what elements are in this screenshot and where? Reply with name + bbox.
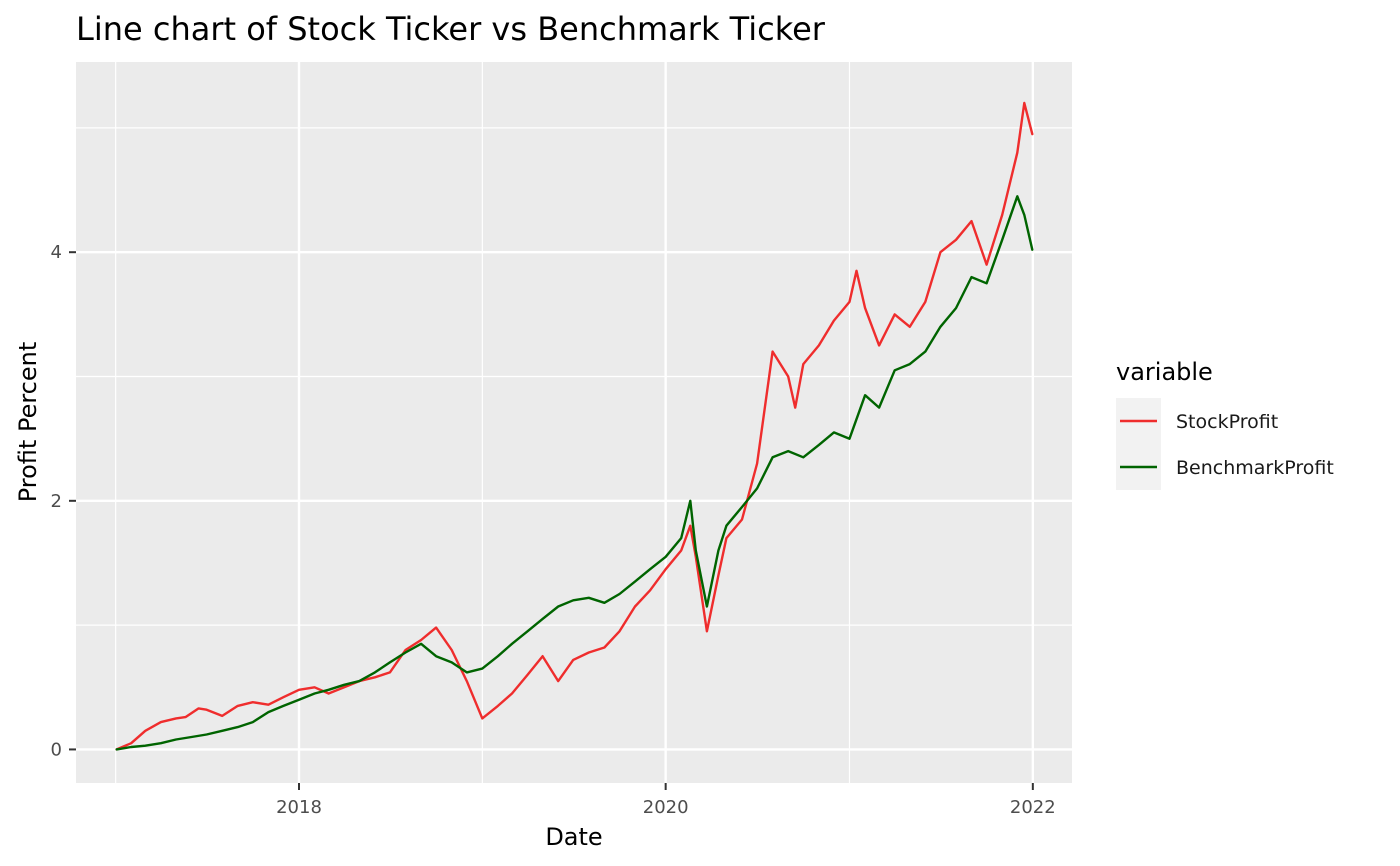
x-tick-label: 2018 bbox=[276, 797, 322, 818]
chart-title: Line chart of Stock Ticker vs Benchmark … bbox=[76, 10, 826, 48]
x-tick-label: 2022 bbox=[1010, 797, 1056, 818]
minor-gridlines bbox=[76, 62, 1072, 783]
legend-label-stockprofit: StockProfit bbox=[1176, 411, 1278, 433]
plot-panel bbox=[76, 62, 1072, 783]
y-tick-label: 2 bbox=[51, 491, 62, 512]
major-gridlines bbox=[76, 62, 1072, 783]
x-axis-title: Date bbox=[545, 823, 602, 851]
y-axis-title: Profit Percent bbox=[14, 342, 42, 503]
series-line-benchmarkprofit bbox=[115, 195, 1034, 751]
series-line-stockprofit bbox=[115, 101, 1034, 751]
legend: variable StockProfit BenchmarkProfit bbox=[1116, 358, 1334, 490]
series-layer bbox=[115, 101, 1034, 751]
y-axis-ticks: 0 2 4 bbox=[51, 242, 76, 760]
x-axis-ticks: 2018 2020 2022 bbox=[276, 783, 1056, 818]
legend-title: variable bbox=[1116, 358, 1213, 386]
y-tick-label: 0 bbox=[51, 739, 62, 760]
y-tick-label: 4 bbox=[51, 242, 62, 263]
legend-label-benchmarkprofit: BenchmarkProfit bbox=[1176, 457, 1334, 479]
legend-items: StockProfit BenchmarkProfit bbox=[1116, 398, 1334, 490]
x-tick-label: 2020 bbox=[643, 797, 689, 818]
